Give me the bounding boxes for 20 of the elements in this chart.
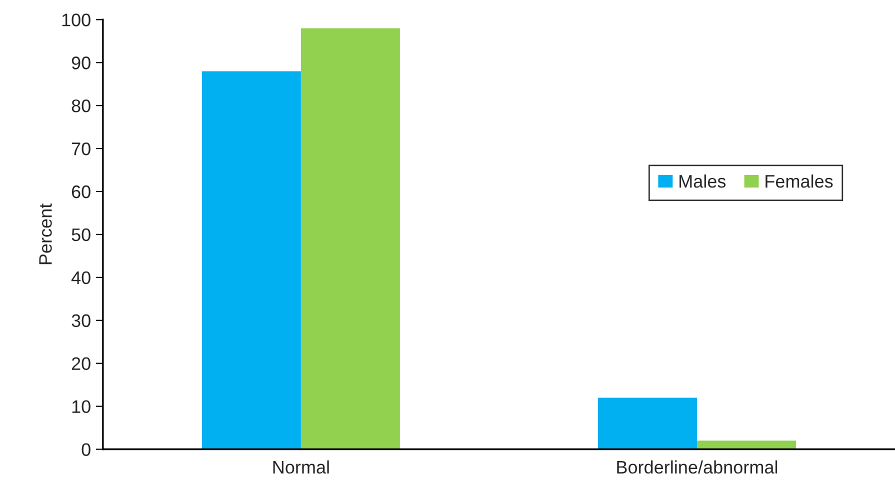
y-tick-label: 10 <box>72 400 90 414</box>
y-tick-label: 20 <box>72 357 90 370</box>
y-tick-label: 90 <box>72 56 90 70</box>
y-tick-label: 100 <box>62 14 90 26</box>
y-tick-label: 50 <box>72 228 90 242</box>
legend-label: Females <box>766 174 833 188</box>
x-tick-label: Normal <box>273 460 329 474</box>
bar <box>696 440 796 450</box>
y-tick-label: 0 <box>82 443 90 456</box>
y-tick-label: 80 <box>72 100 90 112</box>
bar <box>300 28 400 450</box>
y-axis-title: Percent <box>39 203 52 264</box>
bar <box>202 71 301 450</box>
bar <box>598 398 697 450</box>
y-tick-label: 30 <box>72 314 90 328</box>
legend-label: Males <box>680 174 726 188</box>
y-tick-label: 40 <box>71 271 90 284</box>
y-tick-label: 70 <box>72 142 90 156</box>
y-tick-label: 60 <box>72 185 90 198</box>
x-tick-label: Borderline/abnormal <box>617 460 778 474</box>
